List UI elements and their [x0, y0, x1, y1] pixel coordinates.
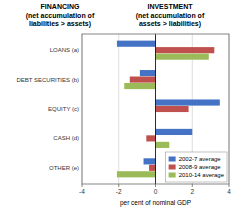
y-tick-label: OTHER (e)	[49, 165, 79, 171]
x-tick-label: 4	[227, 188, 231, 195]
bar	[144, 158, 156, 164]
bar	[117, 171, 156, 177]
bar	[156, 99, 220, 105]
bar	[117, 41, 156, 47]
zero-line	[155, 34, 156, 184]
grid-line	[155, 34, 156, 184]
x-tick-label: 0	[154, 188, 158, 195]
x-tick	[229, 184, 230, 187]
legend-box	[166, 152, 227, 182]
x-tick	[192, 184, 193, 187]
y-tick-label: CASH (d)	[53, 135, 79, 141]
x-tick	[155, 184, 156, 187]
x-tick	[82, 184, 83, 187]
bar	[140, 70, 156, 76]
x-tick-label: 2	[190, 188, 194, 195]
bar	[149, 165, 155, 171]
y-tick-label: EQUITY (c)	[48, 106, 79, 112]
legend-label: 2002-7 average	[179, 156, 222, 162]
bar	[156, 54, 209, 60]
page: {"chart_data": { "type": "bar", "orienta…	[0, 0, 237, 213]
y-tick-label: DEBT SECURITIES (b)	[16, 77, 79, 83]
legend-swatch	[169, 165, 176, 170]
bar	[146, 135, 155, 141]
legend-label: 2008-9 average	[179, 164, 222, 170]
y-tick-label: LOANS (a)	[50, 47, 79, 53]
x-tick-label: -4	[79, 188, 85, 195]
plot-area	[82, 34, 229, 184]
legend: 2002-7 average 2008-9 average 2010-14 aver…	[166, 152, 227, 182]
bar	[124, 83, 155, 89]
bar	[156, 142, 170, 148]
x-axis-label: per cent of nominal GDP	[120, 199, 191, 207]
bar	[156, 47, 215, 53]
grid	[82, 34, 229, 184]
frame	[82, 34, 229, 184]
title: FINANCING(net accumulation ofliabilities…	[26, 3, 95, 28]
x-tick	[118, 184, 119, 187]
annotation: INVESTMENT(net accumulation ofassets > l…	[136, 3, 205, 28]
x-axis: -4 -2 0 2 4	[79, 184, 231, 195]
grid-line	[118, 34, 119, 184]
x-tick-label: -2	[116, 188, 122, 195]
bar	[156, 129, 193, 135]
legend-swatch	[169, 173, 176, 178]
legend-label: 2010-14 average	[179, 172, 225, 178]
legend-swatch	[169, 157, 176, 162]
bar	[130, 77, 156, 83]
chart: FINANCING(net accumulation ofliabilities…	[0, 0, 237, 213]
y-axis: LOANS (a) DEBT SECURITIES (b) EQUITY (c) CA…	[16, 47, 79, 171]
bar	[156, 106, 189, 112]
